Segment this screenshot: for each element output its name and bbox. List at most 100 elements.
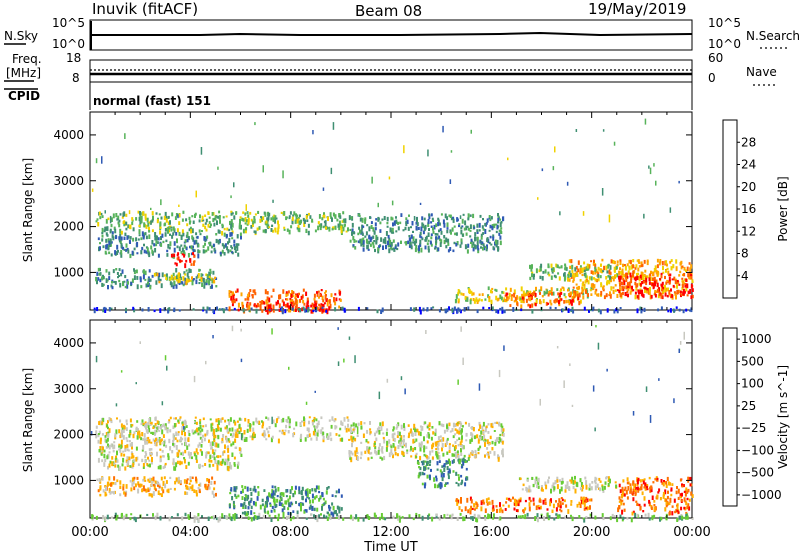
heatmap-cell [165,480,168,484]
heatmap-cell [177,452,180,456]
heatmap-cell [288,229,291,235]
heatmap-cell [275,217,278,220]
heatmap-cell [318,514,321,518]
heatmap-cell [403,423,405,428]
heatmap-cell [169,446,172,451]
heatmap-cell [186,445,189,450]
heatmap-cell [482,218,484,221]
heatmap-cell [150,461,153,465]
heatmap-cell [420,236,423,239]
heatmap-cell [181,437,184,441]
heatmap-cell [568,278,571,282]
heatmap-cell [182,428,185,432]
heatmap-cell [615,484,618,489]
heatmap-cell [451,460,454,464]
heatmap-noise-cell [115,403,118,407]
heatmap-cell [319,495,322,499]
heatmap-cell [482,430,485,435]
heatmap-cell [665,287,668,292]
heatmap-cell [552,482,555,487]
heatmap-cell [99,420,102,426]
heatmap-noise-cell [371,176,373,184]
heatmap-cell [170,274,173,280]
heatmap-cell [341,220,344,223]
heatmap-cell [193,515,196,518]
heatmap-cell [131,217,134,221]
y-tick-label: 3000 [53,174,84,188]
heatmap-cell [455,242,458,247]
heatmap-cell [627,286,630,289]
heatmap-cell [578,501,581,506]
heatmap-cell [570,480,573,484]
heatmap-cell [482,306,485,310]
heatmap-cell [367,248,370,251]
heatmap-cell [415,221,418,225]
heatmap-cell [207,211,210,215]
heatmap-cell [497,247,500,251]
heatmap-cell [267,510,270,515]
heatmap-cell [454,441,457,444]
heatmap-cell [169,278,172,281]
heatmap-cell [556,479,559,483]
heatmap-cell [461,479,464,484]
heatmap-cell [266,306,269,309]
heatmap-cell [529,304,532,309]
heatmap-cell [125,249,127,252]
heatmap-cell [581,488,584,492]
heatmap-cell [366,307,369,310]
heatmap-cell [256,302,259,306]
nave-tick-top: 60 [708,51,723,65]
heatmap-cell [228,237,231,243]
heatmap-cell [120,230,123,235]
heatmap-cell [195,448,198,453]
heatmap-cell [532,276,535,280]
heatmap-cell [479,239,482,244]
heatmap-cell [676,505,679,510]
heatmap-cell [316,422,319,428]
heatmap-cell [470,437,473,442]
heatmap-cell [382,238,385,244]
heatmap-cell [116,459,119,463]
heatmap-cell [580,291,583,295]
heatmap-cell [525,486,528,491]
heatmap-cell [286,228,289,232]
heatmap-cell [441,447,443,452]
heatmap-cell [190,252,193,256]
heatmap-cell [405,217,408,221]
heatmap-cell [227,250,230,254]
heatmap-cell [340,420,343,426]
heatmap-cell [166,249,169,253]
heatmap-cell [294,294,297,300]
sky-left-label: N.Sky [4,29,38,43]
heatmap-cell [384,517,387,521]
heatmap-cell [237,243,240,246]
heatmap-cell [635,486,638,490]
heatmap-cell [252,220,255,225]
heatmap-cell [285,515,288,520]
heatmap-cell [499,229,502,233]
heatmap-cell [334,293,337,296]
heatmap-cell [297,224,300,228]
heatmap-cell [139,213,142,218]
heatmap-cell [124,492,127,497]
heatmap-cell [99,485,102,490]
heatmap-cell [652,283,655,288]
heatmap-cell [606,308,609,313]
heatmap-cell [558,276,561,281]
heatmap-cell [469,229,472,232]
heatmap-cell [125,484,128,489]
heatmap-cell [648,291,651,295]
sky-tick-bottom: 10^0 [52,37,85,51]
heatmap-cell [211,490,214,495]
heatmap-cell [357,232,360,236]
velocity-panel-frame [89,319,693,519]
heatmap-cell [262,229,265,233]
heatmap-cell [104,491,107,497]
heatmap-cell [479,424,482,429]
heatmap-cell [147,478,150,481]
heatmap-cell [279,294,282,300]
heatmap-cell [609,271,612,275]
heatmap-cell [589,289,592,292]
heatmap-cell [161,486,164,491]
heatmap-cell [662,287,665,290]
